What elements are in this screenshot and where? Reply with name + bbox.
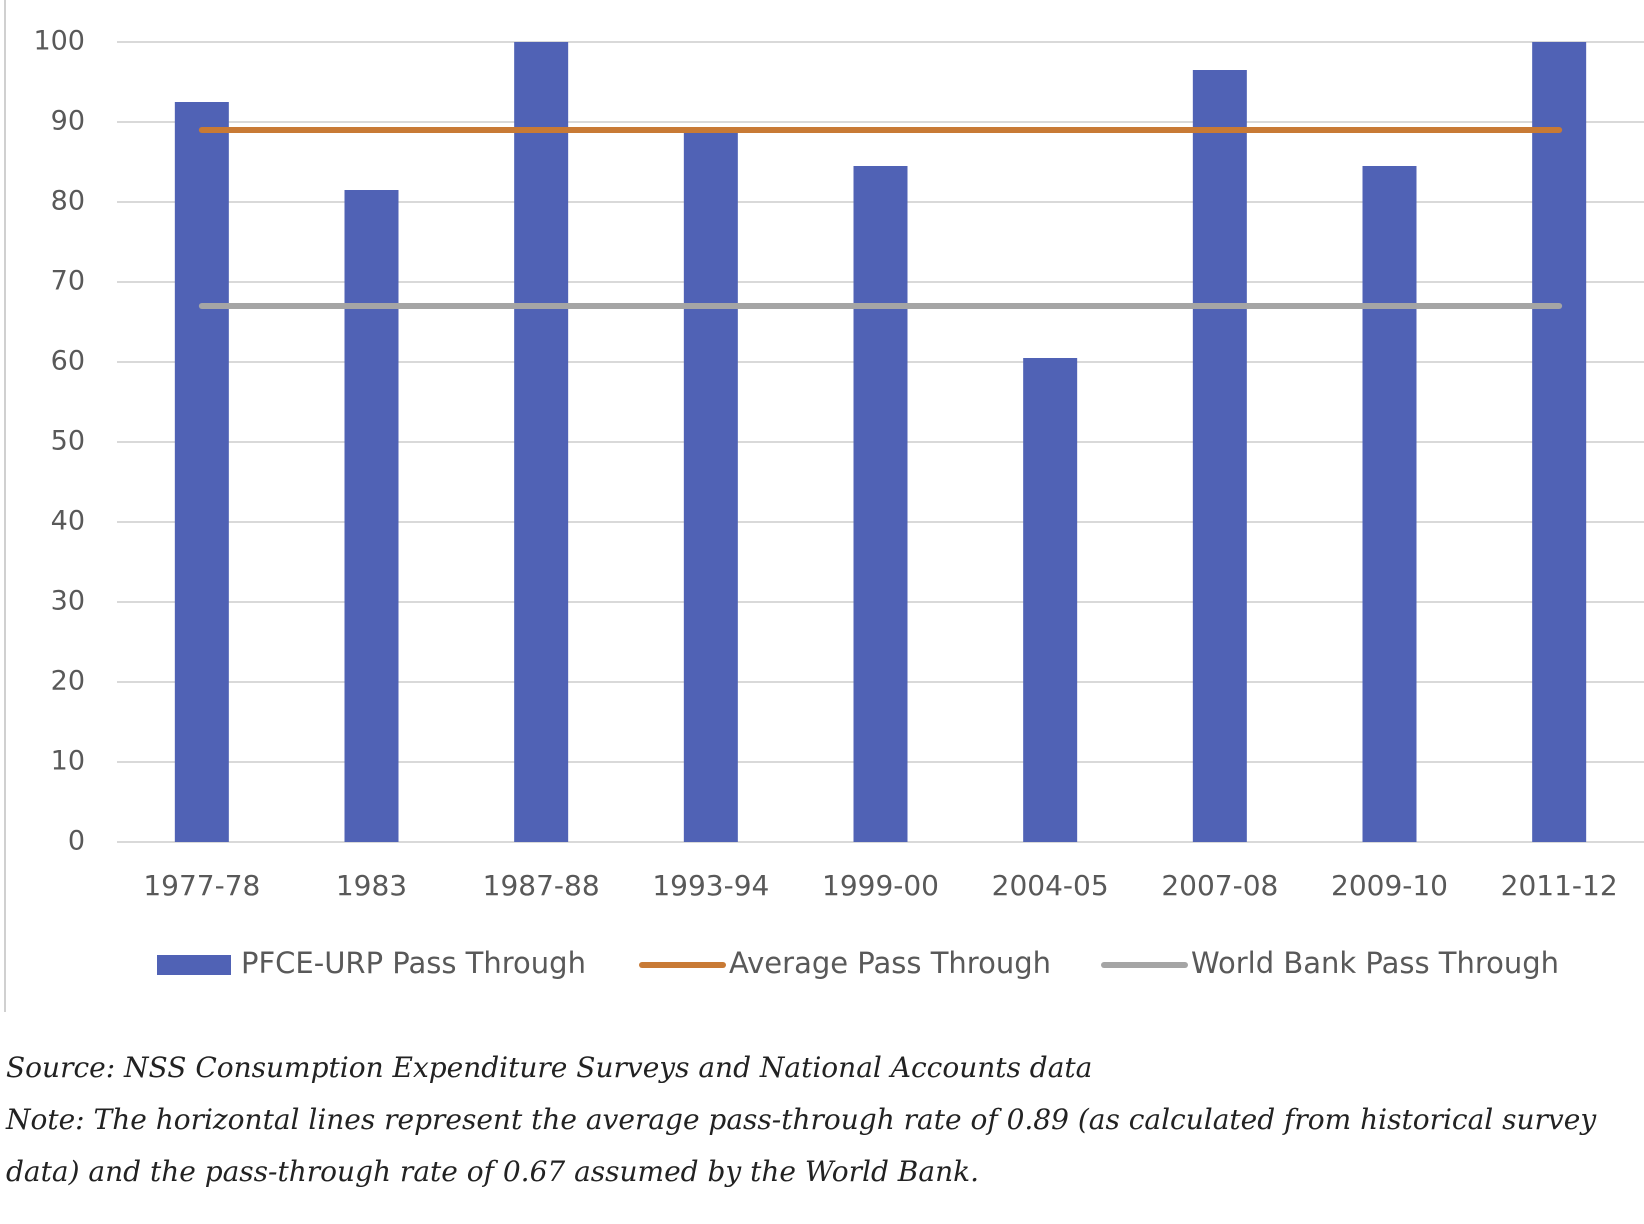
bar xyxy=(683,130,738,842)
bar xyxy=(174,102,229,842)
legend-label: Average Pass Through xyxy=(729,946,1051,980)
x-tick-label: 1999-00 xyxy=(822,869,939,902)
y-tick-label: 0 xyxy=(68,826,85,857)
x-tick-label: 2004-05 xyxy=(992,869,1109,902)
bar xyxy=(1532,42,1587,842)
source-note: Source: NSS Consumption Expenditure Surv… xyxy=(6,1051,1093,1084)
legend-label: World Bank Pass Through xyxy=(1191,946,1559,980)
y-tick-label: 50 xyxy=(51,426,85,457)
y-tick-label: 100 xyxy=(33,26,85,57)
y-tick-label: 60 xyxy=(51,346,85,377)
chart: 0 10 20 30 40 50 60 70 80 90 100 1977-78 1983 1987-88… xyxy=(4,0,1644,1012)
legend-swatch xyxy=(157,955,231,975)
y-tick-label: 10 xyxy=(51,746,85,777)
bar xyxy=(853,166,908,842)
y-tick-label: 70 xyxy=(51,266,85,297)
x-tick-label: 1993-94 xyxy=(652,869,769,902)
y-tick-label: 20 xyxy=(51,666,85,697)
x-tick-label: 2007-08 xyxy=(1161,869,1278,902)
bar xyxy=(1362,166,1417,842)
x-tick-label: 2009-10 xyxy=(1331,869,1448,902)
x-tick-label: 2011-12 xyxy=(1501,869,1618,902)
legend-label: PFCE-URP Pass Through xyxy=(241,946,586,980)
bar xyxy=(514,42,569,842)
y-tick-label: 90 xyxy=(51,106,85,137)
note: Note: The horizontal lines represent the… xyxy=(6,1103,1597,1188)
x-tick-label: 1983 xyxy=(336,869,407,902)
bar xyxy=(1023,358,1078,842)
bar xyxy=(1192,70,1247,842)
y-tick-label: 40 xyxy=(51,506,85,537)
y-tick-label: 30 xyxy=(51,586,85,617)
x-tick-label: 1987-88 xyxy=(483,869,600,902)
bar xyxy=(344,190,399,842)
y-tick-label: 80 xyxy=(51,186,85,217)
x-tick-label: 1977-78 xyxy=(143,869,260,902)
